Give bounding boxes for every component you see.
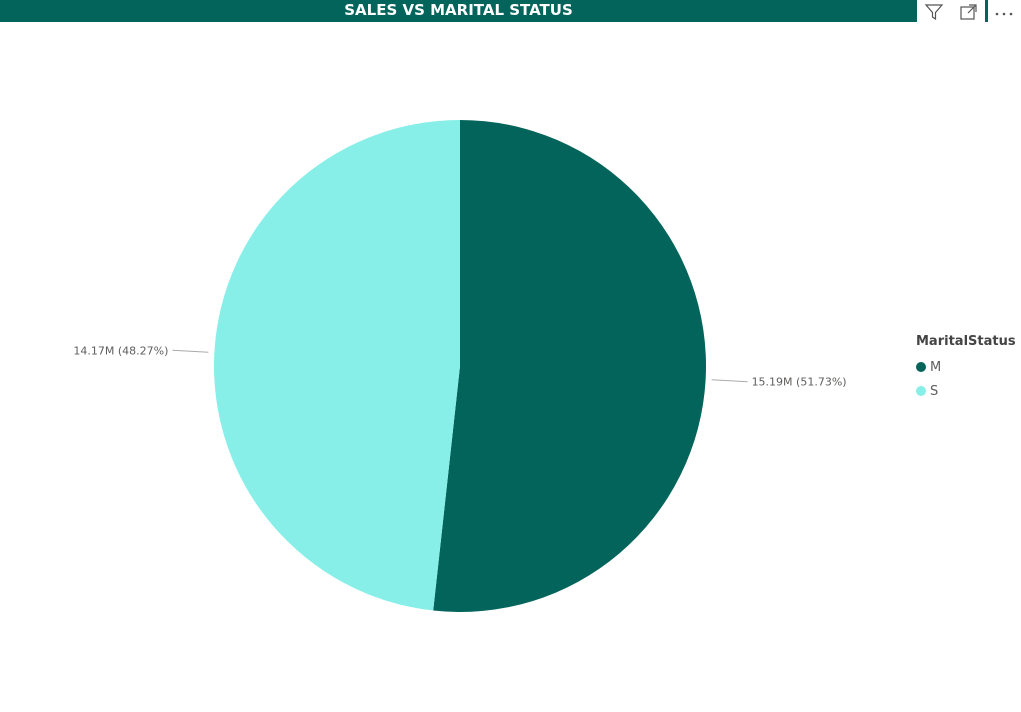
legend-item-s[interactable]: S	[916, 379, 1016, 403]
visual-title-bar: SALES VS MARITAL STATUS	[0, 0, 917, 22]
filter-icon[interactable]	[919, 0, 949, 24]
data-label-s: 14.17M (48.27%)	[73, 344, 168, 357]
pie-slice-m[interactable]	[433, 120, 707, 612]
visual-header-toolbar	[919, 0, 1021, 24]
pie-slice-s[interactable]	[214, 120, 460, 611]
legend-dot-s	[916, 386, 926, 396]
data-label-m: 15.19M (51.73%)	[752, 376, 847, 389]
legend-label-s: S	[930, 383, 939, 399]
legend-label-m: M	[930, 359, 942, 375]
legend-dot-m	[916, 362, 926, 372]
leader-line-m	[711, 379, 748, 383]
legend-title: MaritalStatus	[916, 334, 1016, 349]
more-options-icon[interactable]	[989, 0, 1019, 24]
legend: MaritalStatus M S	[916, 334, 1016, 403]
legend-item-m[interactable]: M	[916, 355, 1016, 379]
toolbar-separator	[985, 0, 988, 22]
chart-title: SALES VS MARITAL STATUS	[344, 1, 573, 19]
focus-mode-icon[interactable]	[954, 0, 984, 24]
leader-line-s	[172, 349, 209, 353]
